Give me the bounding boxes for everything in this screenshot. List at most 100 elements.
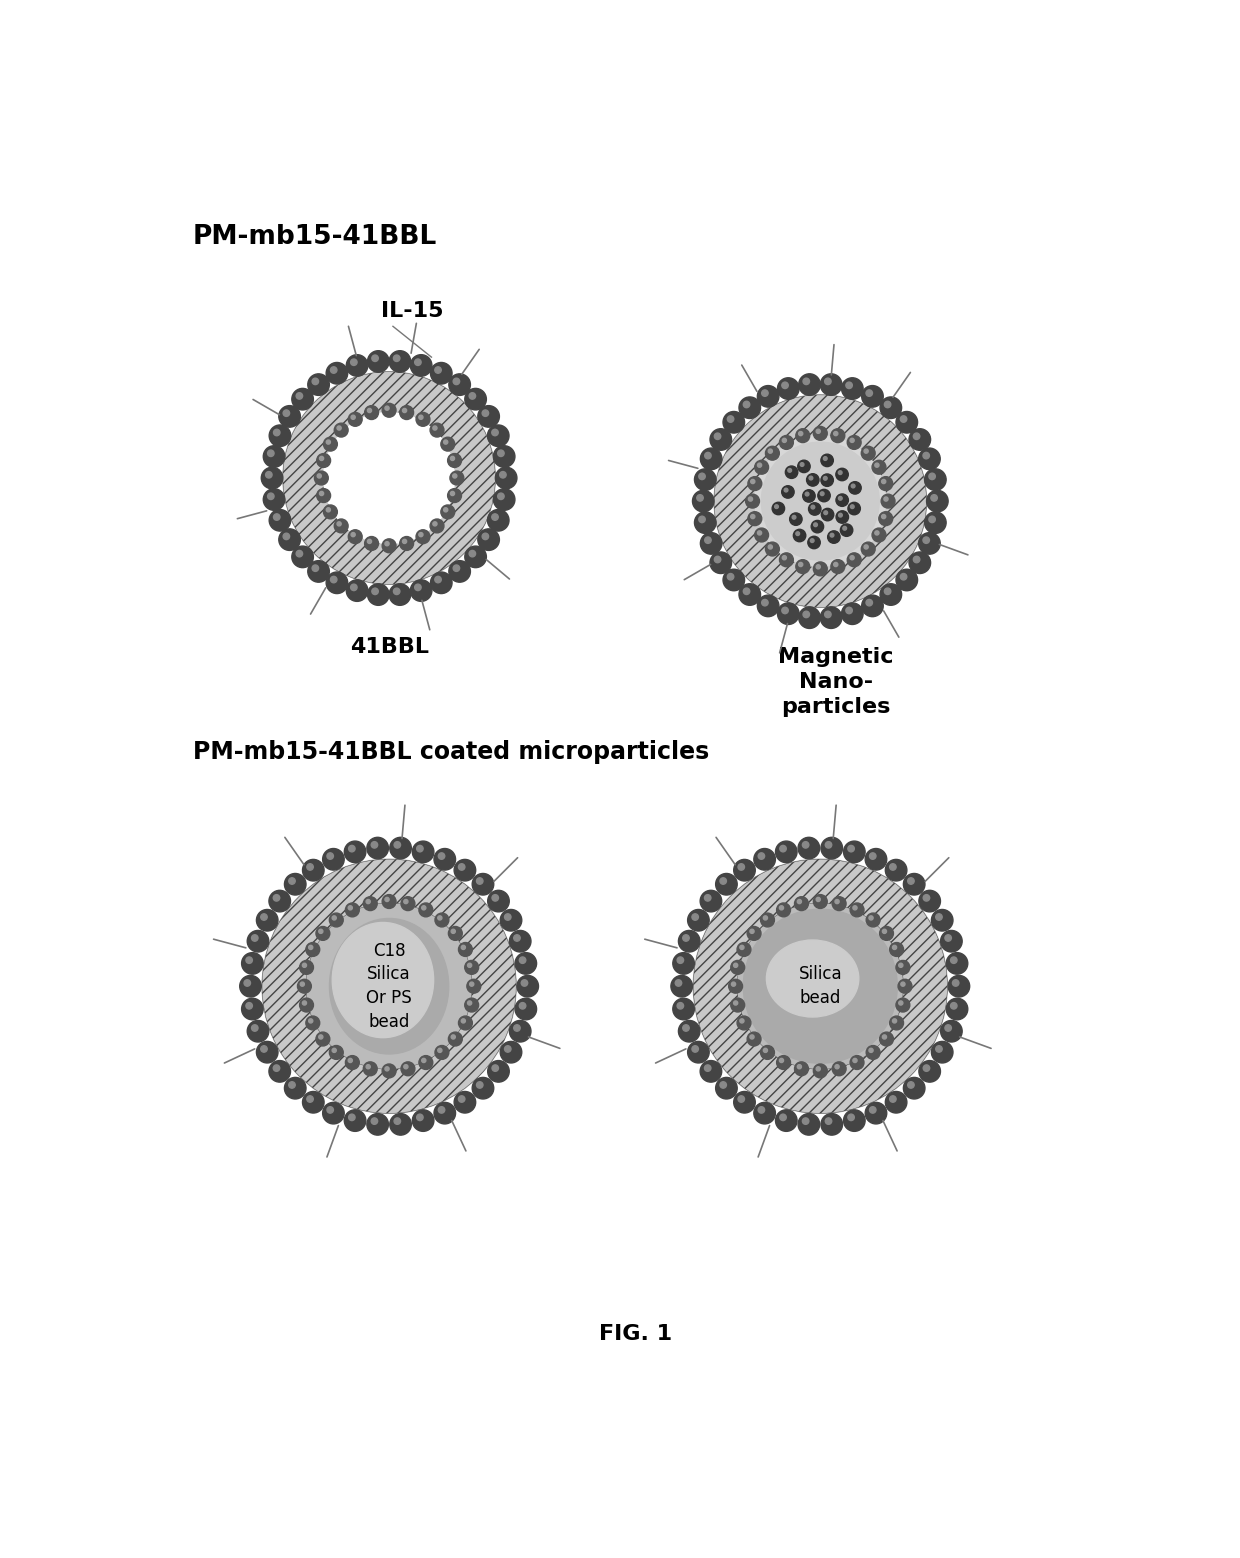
Circle shape <box>274 430 280 436</box>
Circle shape <box>833 562 838 567</box>
Circle shape <box>893 946 897 949</box>
Circle shape <box>239 975 262 997</box>
Circle shape <box>367 351 389 372</box>
Circle shape <box>758 385 779 407</box>
Circle shape <box>781 382 789 388</box>
Circle shape <box>371 1119 378 1125</box>
Circle shape <box>931 494 937 502</box>
Circle shape <box>867 1045 880 1059</box>
Circle shape <box>335 519 348 533</box>
Circle shape <box>825 611 831 617</box>
Circle shape <box>919 533 940 555</box>
Circle shape <box>303 1000 306 1005</box>
Circle shape <box>775 505 779 508</box>
Circle shape <box>914 433 920 439</box>
Text: 41BBL: 41BBL <box>350 637 429 657</box>
Circle shape <box>799 608 821 628</box>
Circle shape <box>678 930 701 952</box>
Circle shape <box>417 1114 423 1120</box>
Circle shape <box>262 467 283 489</box>
Circle shape <box>711 428 732 450</box>
Circle shape <box>730 960 745 974</box>
Circle shape <box>821 455 833 466</box>
Circle shape <box>899 963 903 968</box>
Circle shape <box>780 1058 784 1063</box>
Circle shape <box>246 1002 253 1010</box>
Circle shape <box>811 520 823 533</box>
Circle shape <box>879 511 893 525</box>
Circle shape <box>389 584 410 606</box>
Circle shape <box>755 528 769 542</box>
Circle shape <box>693 858 947 1114</box>
Circle shape <box>879 927 894 941</box>
Circle shape <box>348 413 362 427</box>
Circle shape <box>450 471 464 485</box>
Circle shape <box>701 1061 722 1083</box>
Circle shape <box>804 611 810 617</box>
Circle shape <box>804 379 810 385</box>
Circle shape <box>802 1119 808 1125</box>
Circle shape <box>875 531 879 534</box>
Circle shape <box>497 450 505 456</box>
Circle shape <box>465 960 479 974</box>
Circle shape <box>781 608 789 614</box>
Circle shape <box>904 1078 925 1098</box>
Circle shape <box>404 1064 408 1069</box>
Circle shape <box>417 846 423 852</box>
Circle shape <box>451 1035 455 1039</box>
Circle shape <box>931 1041 954 1063</box>
Circle shape <box>316 1031 330 1045</box>
Circle shape <box>734 1092 755 1112</box>
Circle shape <box>422 905 425 910</box>
Circle shape <box>688 1041 709 1063</box>
Circle shape <box>851 556 854 559</box>
Circle shape <box>403 408 407 413</box>
Circle shape <box>723 411 744 433</box>
Circle shape <box>931 910 954 932</box>
Circle shape <box>750 1035 754 1039</box>
Circle shape <box>761 600 768 606</box>
Circle shape <box>482 410 489 416</box>
Circle shape <box>472 874 494 894</box>
Circle shape <box>433 522 436 527</box>
Circle shape <box>883 1035 887 1039</box>
Circle shape <box>303 860 324 880</box>
Circle shape <box>346 1056 360 1069</box>
Circle shape <box>908 1081 914 1087</box>
Circle shape <box>792 516 796 519</box>
Circle shape <box>869 1106 875 1112</box>
Circle shape <box>332 1049 336 1053</box>
Circle shape <box>438 1049 441 1053</box>
Circle shape <box>692 491 714 513</box>
Circle shape <box>315 471 329 485</box>
Circle shape <box>851 485 856 488</box>
Circle shape <box>808 477 812 480</box>
Circle shape <box>799 374 821 396</box>
Circle shape <box>438 852 445 860</box>
Circle shape <box>320 456 324 461</box>
Circle shape <box>851 505 854 508</box>
Circle shape <box>802 489 815 502</box>
Circle shape <box>676 980 682 986</box>
Circle shape <box>363 1063 377 1075</box>
Circle shape <box>882 514 885 519</box>
Circle shape <box>326 508 330 513</box>
Circle shape <box>454 1092 476 1112</box>
Circle shape <box>438 1106 445 1112</box>
Circle shape <box>813 562 827 576</box>
Circle shape <box>720 1081 727 1087</box>
Circle shape <box>761 390 768 396</box>
Circle shape <box>826 841 832 848</box>
Circle shape <box>300 999 314 1013</box>
Circle shape <box>279 405 300 427</box>
Circle shape <box>320 491 324 495</box>
Circle shape <box>776 904 790 916</box>
Circle shape <box>761 442 879 559</box>
Circle shape <box>775 841 797 863</box>
Circle shape <box>826 1119 832 1125</box>
Circle shape <box>459 1095 465 1102</box>
Circle shape <box>384 1067 389 1070</box>
Circle shape <box>351 358 357 366</box>
Circle shape <box>838 497 842 500</box>
Circle shape <box>900 982 905 986</box>
